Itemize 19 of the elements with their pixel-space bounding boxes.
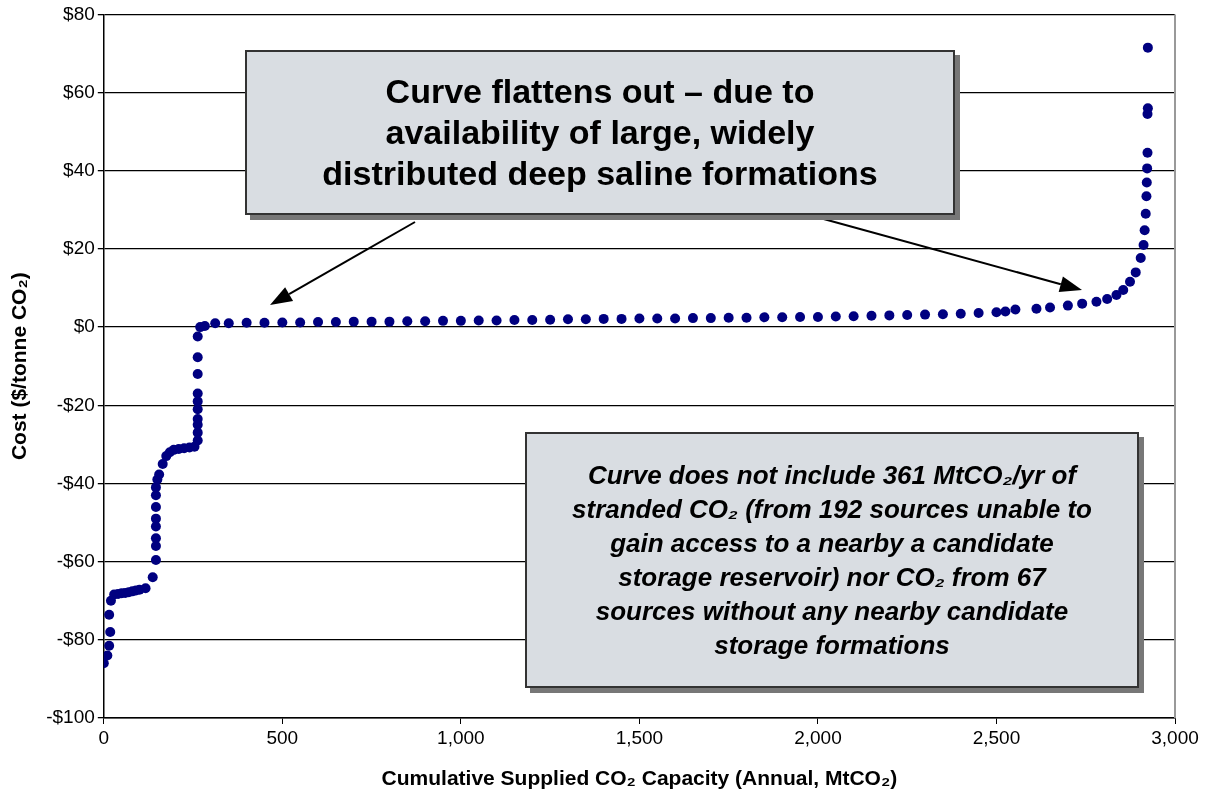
- x-axis-title: Cumulative Supplied CO₂ Capacity (Annual, MtCO₂): [381, 766, 898, 790]
- x-tick-label: 500: [266, 726, 299, 748]
- y-tick-label: -$40: [56, 471, 95, 493]
- y-tick-label: -$100: [46, 706, 95, 728]
- x-tick-label: 2,000: [794, 726, 842, 748]
- y-tick-label: -$60: [56, 549, 95, 571]
- x-tick-label: 2,500: [972, 726, 1021, 748]
- y-tick-label: $20: [63, 237, 95, 259]
- y-tick-label: -$80: [56, 628, 95, 650]
- x-tick-label: 1,000: [437, 726, 485, 748]
- x-tick-label: 3,000: [1151, 726, 1199, 748]
- y-tick-label: $0: [73, 315, 95, 337]
- x-tick-label: 1,500: [615, 726, 664, 748]
- y-axis-title: Cost ($/tonne CO₂): [7, 272, 31, 461]
- y-tick-label: $40: [63, 158, 95, 180]
- y-tick-label: $60: [63, 80, 95, 102]
- y-tick-label: -$20: [56, 393, 95, 415]
- y-tick-label: $80: [63, 2, 95, 24]
- x-tick-label: 0: [98, 726, 110, 748]
